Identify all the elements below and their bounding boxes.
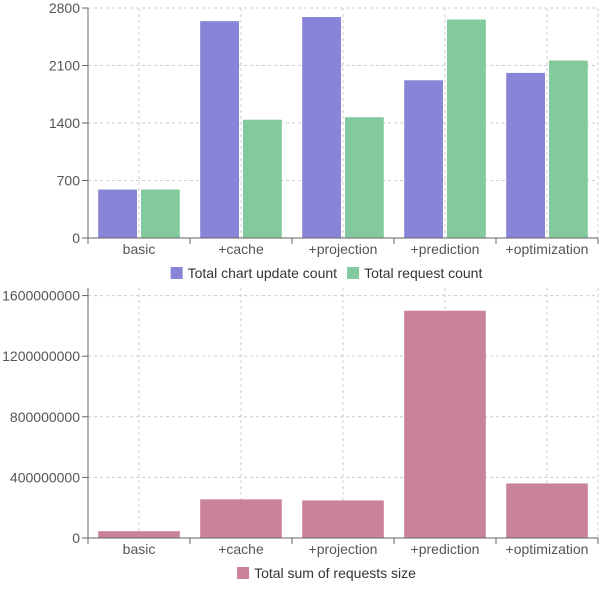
- bar: [549, 60, 588, 239]
- x-tick-label: +optimization: [506, 541, 589, 557]
- legend-label: Total sum of requests size: [254, 565, 416, 581]
- y-tick-label: 1400: [49, 115, 80, 131]
- x-tick-label: +projection: [309, 241, 378, 257]
- x-tick-label: +cache: [218, 241, 264, 257]
- bar: [98, 189, 137, 238]
- y-tick-label: 400000000: [10, 469, 80, 485]
- x-tick-label: +prediction: [411, 241, 480, 257]
- bar: [447, 19, 486, 238]
- y-tick-label: 800000000: [10, 409, 80, 425]
- bar: [302, 500, 384, 538]
- legend-label: Total chart update count: [188, 265, 338, 281]
- chart-top: 0 700 1400 2100 2800 basic +cache +projection +p…: [49, 0, 599, 281]
- legend-swatch: [347, 267, 360, 279]
- bar: [302, 17, 341, 238]
- bar: [506, 72, 545, 239]
- x-tick-label: +projection: [309, 541, 378, 557]
- bar: [200, 499, 282, 538]
- bar: [345, 117, 384, 238]
- y-tick-label: 0: [72, 530, 80, 546]
- y-tick-label: 1200000000: [2, 348, 80, 364]
- y-tick-label: 0: [72, 230, 80, 246]
- bar: [243, 119, 282, 238]
- x-tick-label: basic: [123, 241, 156, 257]
- bar: [506, 483, 588, 538]
- x-tick-label: basic: [123, 541, 156, 557]
- bar: [404, 80, 443, 239]
- x-tick-label: +optimization: [506, 241, 589, 257]
- legend: Total sum of requests size: [237, 565, 416, 581]
- chart-bottom: 0 400000000 800000000 1200000000 1600000000 b…: [2, 288, 599, 581]
- legend-label: Total request count: [364, 265, 482, 281]
- legend-swatch: [237, 567, 250, 579]
- y-tick-label: 1600000000: [2, 288, 80, 304]
- x-tick-label: +prediction: [411, 541, 480, 557]
- legend: Total chart update count Total request co…: [170, 265, 482, 281]
- y-tick-label: 2800: [49, 0, 80, 16]
- y-tick-label: 700: [57, 173, 81, 189]
- legend-swatch: [170, 267, 183, 279]
- bar: [200, 21, 239, 239]
- y-tick-label: 2100: [49, 58, 80, 74]
- bar: [141, 189, 180, 238]
- x-tick-label: +cache: [218, 541, 264, 557]
- bar: [98, 531, 180, 538]
- bar: [404, 310, 486, 538]
